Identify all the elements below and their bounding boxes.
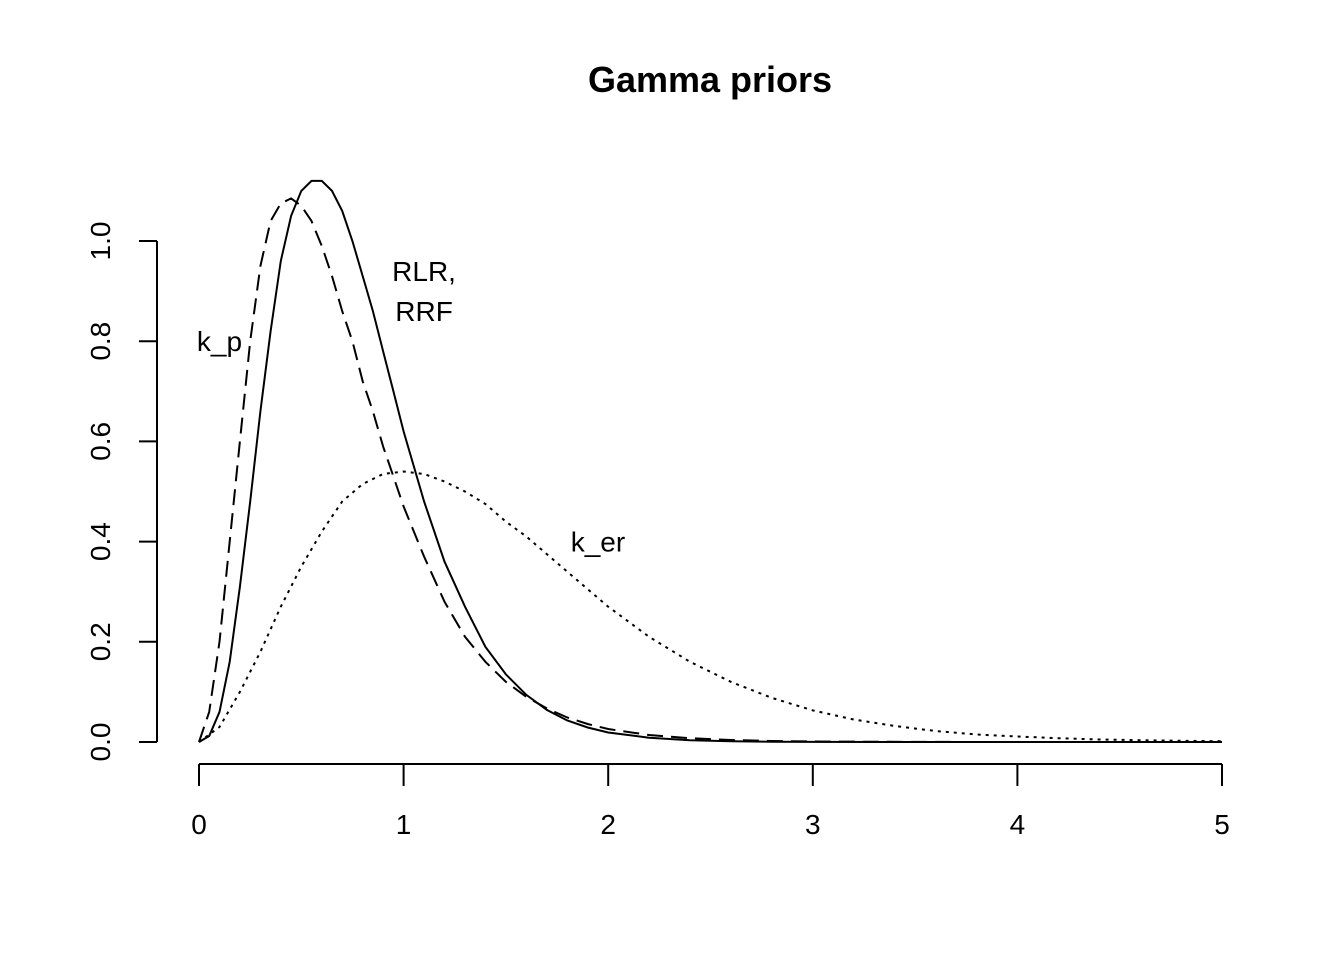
y-tick-label: 0.2	[85, 622, 116, 661]
series-line-solid	[198, 179, 1222, 743]
x-tick-label: 5	[1214, 809, 1230, 840]
series-layer	[198, 179, 1223, 743]
annotation-label: k_p	[197, 326, 242, 357]
y-tick-label: 0.6	[85, 422, 116, 461]
y-tick-label: 0.4	[85, 522, 116, 561]
annotation-label: RLR,	[392, 256, 456, 287]
x-tick-label: 1	[396, 809, 412, 840]
x-tick-label: 4	[1010, 809, 1026, 840]
x-tick-label: 3	[805, 809, 821, 840]
x-tick-label: 2	[600, 809, 616, 840]
annotation-layer: k_p RLR, RRF k_er	[197, 256, 625, 558]
series-line-dashed	[198, 197, 1222, 743]
annotation-label: k_er	[571, 527, 625, 558]
y-tick-label: 0.8	[85, 322, 116, 361]
annotation-label: RRF	[395, 296, 453, 327]
y-tick-label: 1.0	[85, 222, 116, 261]
y-tick-label: 0.0	[85, 723, 116, 762]
x-axis: 0 1 2 3 4 5	[191, 763, 1230, 840]
series-line-dotted	[198, 470, 1223, 743]
y-axis: 0.0 0.2 0.4 0.6 0.8 1.0	[85, 222, 158, 762]
chart-title: Gamma priors	[588, 59, 832, 100]
x-tick-label: 0	[191, 809, 207, 840]
